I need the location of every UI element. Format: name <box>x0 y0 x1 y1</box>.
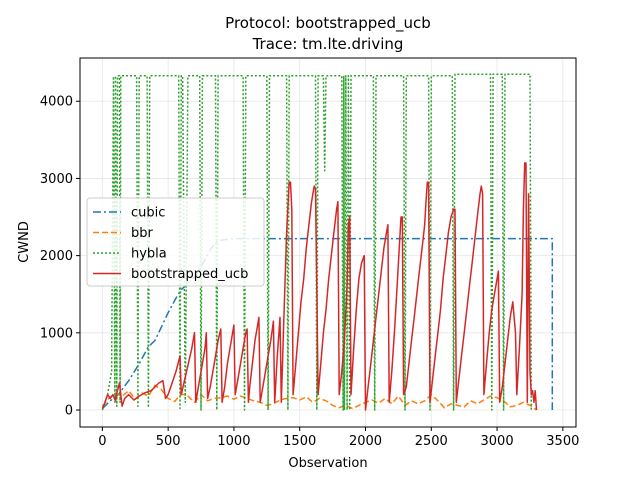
series-line-bbr <box>101 384 537 411</box>
legend-label-hybla: hybla <box>131 247 167 262</box>
chart-title-line1: Protocol: bootstrapped_ucb <box>225 14 431 33</box>
series-line-bootstrapped-ucb <box>101 162 538 411</box>
x-tick-label: 3000 <box>481 434 514 449</box>
series-line-cubic <box>101 237 554 410</box>
x-axis-label: Observation <box>288 456 367 471</box>
y-tick-label: 2000 <box>40 249 73 264</box>
y-tick-label: 0 <box>65 404 73 419</box>
legend-label-cubic: cubic <box>131 206 165 221</box>
x-tick-label: 2500 <box>415 434 448 449</box>
x-tick-label: 0 <box>98 434 106 449</box>
x-tick-label: 500 <box>156 434 181 449</box>
x-tick-label: 1500 <box>283 434 316 449</box>
chart-title-line2: Trace: tm.lte.driving <box>252 35 404 53</box>
legend-box <box>86 197 265 287</box>
legend: cubic bbr hybla bootstrapped_ucb <box>86 197 265 287</box>
ticks: 0 500 1000 1500 2000 2500 3000 3500 0 1000 2000 300… <box>40 95 579 449</box>
y-tick-label: 4000 <box>40 95 73 110</box>
x-tick-label: 2000 <box>349 434 382 449</box>
series-layer <box>101 73 554 411</box>
y-axis-label: CWND <box>17 221 32 263</box>
y-tick-label: 3000 <box>40 172 73 187</box>
y-tick-label: 1000 <box>40 326 73 341</box>
legend-label-bbr: bbr <box>131 226 154 241</box>
x-tick-label: 3500 <box>546 434 579 449</box>
legend-label-bootstrapped-ucb: bootstrapped_ucb <box>131 267 248 282</box>
plot-frame <box>79 57 577 428</box>
x-tick-label: 1000 <box>217 434 250 449</box>
